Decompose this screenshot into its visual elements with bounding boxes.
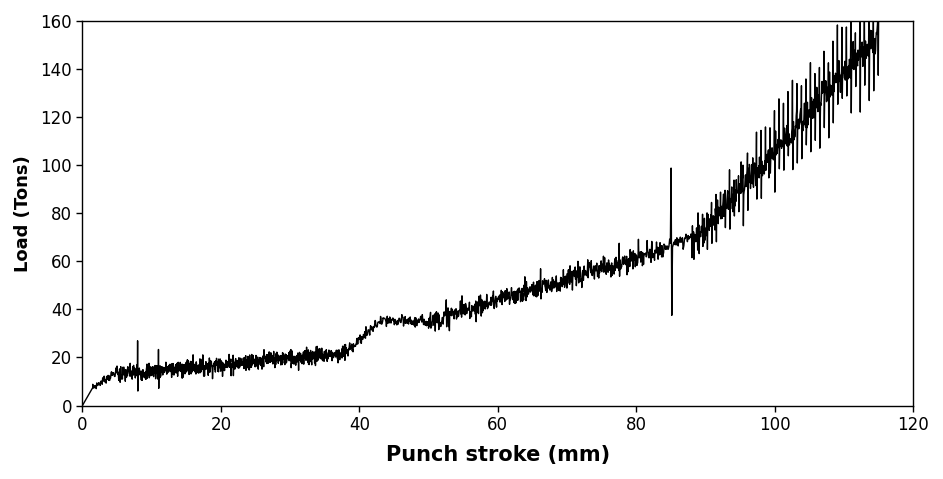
Y-axis label: Load (Tons): Load (Tons) — [14, 155, 32, 272]
X-axis label: Punch stroke (mm): Punch stroke (mm) — [386, 445, 610, 465]
